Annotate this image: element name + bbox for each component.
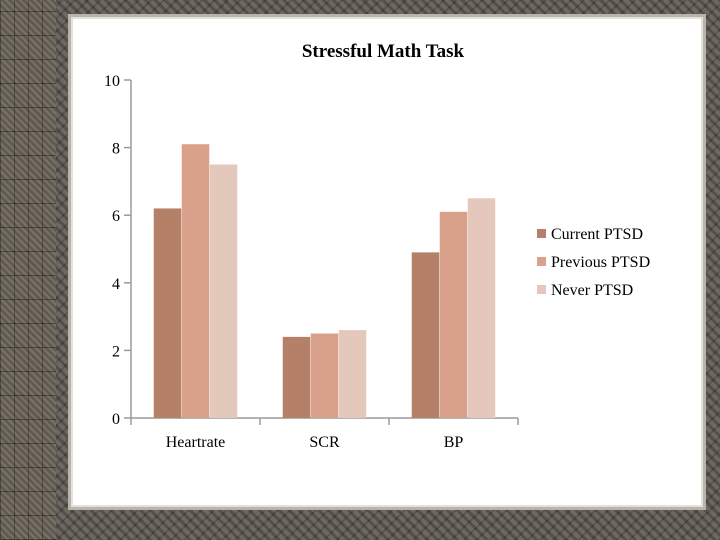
bars [153,144,496,418]
bar-previous-ptsd-bp [439,211,468,418]
legend: Current PTSD Previous PTSD Never PTSD [537,226,650,299]
legend-swatch [537,285,546,294]
legend-label: Current PTSD [551,226,643,243]
legend-swatch [537,257,546,266]
y-tick-label: 0 [112,411,120,428]
y-tick-label: 10 [104,73,120,90]
bar-current-ptsd-scr [282,336,311,418]
x-tick-label: BP [444,434,464,451]
x-tick-label: Heartrate [166,434,226,451]
bar-previous-ptsd-scr [310,333,339,418]
chart-title: Stressful Math Task [302,41,465,62]
y-tick-label: 4 [112,276,120,293]
y-axis: 0 2 4 6 8 10 [104,73,132,428]
bar-current-ptsd-bp [411,252,440,418]
legend-label: Previous PTSD [551,254,650,271]
x-tick-label: SCR [309,434,340,451]
bar-previous-ptsd-heartrate [181,144,210,418]
y-tick-label: 2 [112,343,120,360]
bar-current-ptsd-heartrate [153,208,182,418]
legend-label: Never PTSD [551,282,633,299]
bar-never-ptsd-scr [338,330,367,418]
bar-never-ptsd-bp [467,198,496,418]
legend-swatch [537,229,546,238]
decorative-side-stripe [0,0,56,540]
y-tick-label: 6 [112,208,120,225]
bar-never-ptsd-heartrate [209,164,238,418]
y-tick-label: 8 [112,141,120,158]
x-axis: Heartrate SCR BP [130,417,519,451]
